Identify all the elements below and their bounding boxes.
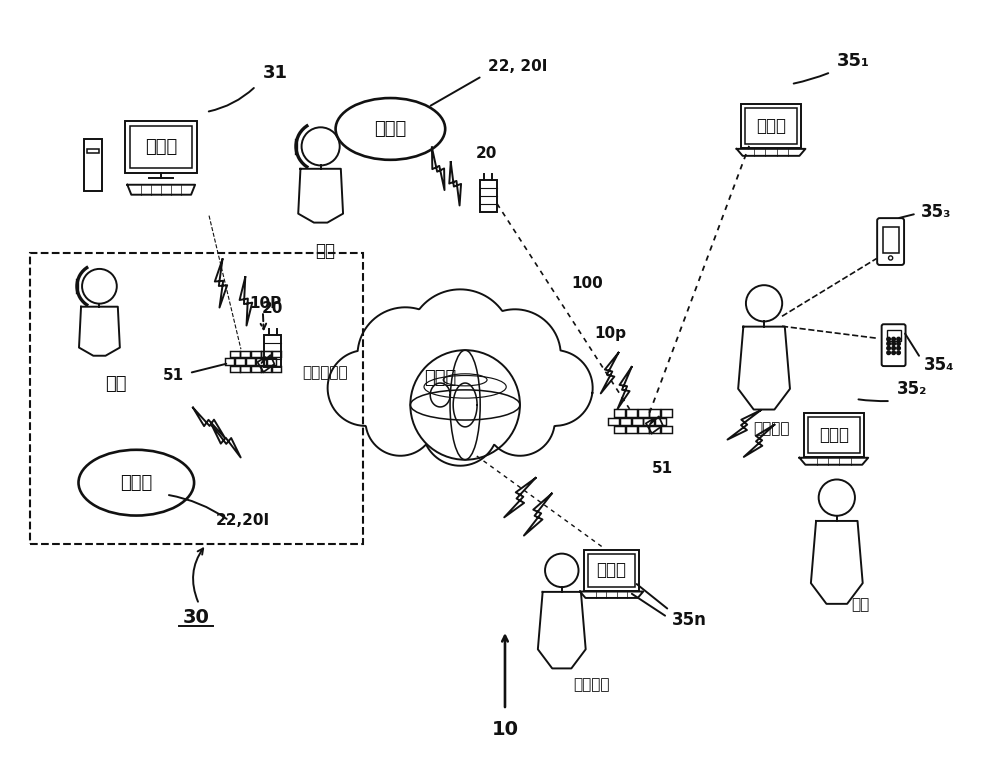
Bar <box>883 226 899 254</box>
Bar <box>30 254 363 544</box>
Bar <box>638 426 649 433</box>
Text: 10p: 10p <box>595 327 627 341</box>
Bar <box>661 410 672 417</box>
Bar <box>84 139 102 191</box>
Text: 22, 20I: 22, 20I <box>488 60 547 74</box>
Circle shape <box>887 346 890 350</box>
Circle shape <box>892 342 895 345</box>
Text: 听力学家: 听力学家 <box>753 421 789 436</box>
Bar <box>261 351 271 358</box>
Text: 听力计: 听力计 <box>374 120 407 138</box>
Text: 服务器: 服务器 <box>145 138 177 156</box>
Circle shape <box>892 351 895 355</box>
Text: 因特网: 因特网 <box>424 369 456 387</box>
Bar <box>261 366 271 372</box>
Bar <box>626 426 637 433</box>
Bar <box>638 410 649 417</box>
Text: 100: 100 <box>572 276 603 291</box>
Bar <box>887 330 901 341</box>
Text: 51: 51 <box>163 367 184 383</box>
Bar <box>608 418 619 425</box>
Text: 30: 30 <box>183 608 210 626</box>
Circle shape <box>887 337 890 341</box>
Bar <box>808 417 860 453</box>
Text: 客户端: 客户端 <box>597 561 627 579</box>
Text: 通信适配器: 通信适配器 <box>303 365 348 380</box>
Bar <box>626 410 637 417</box>
Bar <box>649 426 660 433</box>
Bar <box>649 410 660 417</box>
Bar <box>745 108 797 144</box>
Bar <box>87 150 99 153</box>
Circle shape <box>892 346 895 350</box>
Text: 10: 10 <box>491 720 518 739</box>
Bar <box>230 351 240 358</box>
Bar <box>272 351 281 358</box>
Circle shape <box>897 342 900 345</box>
Text: 客户端: 客户端 <box>819 426 849 444</box>
Text: 20: 20 <box>262 301 283 316</box>
Text: 听力计: 听力计 <box>120 474 152 492</box>
Bar <box>632 418 643 425</box>
Bar <box>584 550 639 590</box>
Bar <box>256 359 266 365</box>
Bar <box>251 366 261 372</box>
Text: 51: 51 <box>651 460 673 476</box>
Circle shape <box>887 342 890 345</box>
Bar <box>264 335 281 367</box>
Bar <box>614 410 625 417</box>
Bar <box>655 418 666 425</box>
Circle shape <box>897 337 900 341</box>
Bar <box>588 554 635 587</box>
Bar <box>661 426 672 433</box>
Bar <box>240 366 250 372</box>
Text: 10P: 10P <box>249 296 281 312</box>
Circle shape <box>892 337 895 341</box>
Bar <box>235 359 245 365</box>
Bar <box>230 366 240 372</box>
Bar <box>741 104 801 148</box>
Text: 20: 20 <box>475 146 497 161</box>
Text: 35₃: 35₃ <box>921 203 951 221</box>
Text: 35n: 35n <box>671 612 706 630</box>
Ellipse shape <box>79 449 194 515</box>
Bar <box>272 366 281 372</box>
Circle shape <box>897 351 900 355</box>
Bar <box>614 426 625 433</box>
Bar <box>267 359 276 365</box>
Text: 35₄: 35₄ <box>923 356 954 374</box>
Text: 35₂: 35₂ <box>897 380 927 398</box>
Text: 客户端: 客户端 <box>756 117 786 135</box>
Bar <box>804 413 864 456</box>
Text: 患者: 患者 <box>106 375 127 393</box>
Text: 35₁: 35₁ <box>837 52 870 70</box>
Text: 35n: 35n <box>904 520 906 521</box>
Circle shape <box>897 346 900 350</box>
Bar <box>246 359 255 365</box>
Bar <box>251 351 261 358</box>
Text: 患者: 患者 <box>316 241 336 259</box>
Ellipse shape <box>336 98 445 160</box>
Bar <box>480 180 497 211</box>
Bar <box>125 121 197 173</box>
Bar <box>130 126 192 168</box>
Text: 22,20I: 22,20I <box>216 513 270 528</box>
Text: 31: 31 <box>263 64 288 82</box>
Bar <box>225 359 234 365</box>
Bar <box>240 351 250 358</box>
Bar <box>620 418 631 425</box>
Bar <box>643 418 654 425</box>
Circle shape <box>887 351 890 355</box>
Text: 护士: 护士 <box>852 597 870 612</box>
Text: 听力学家: 听力学家 <box>573 677 610 692</box>
